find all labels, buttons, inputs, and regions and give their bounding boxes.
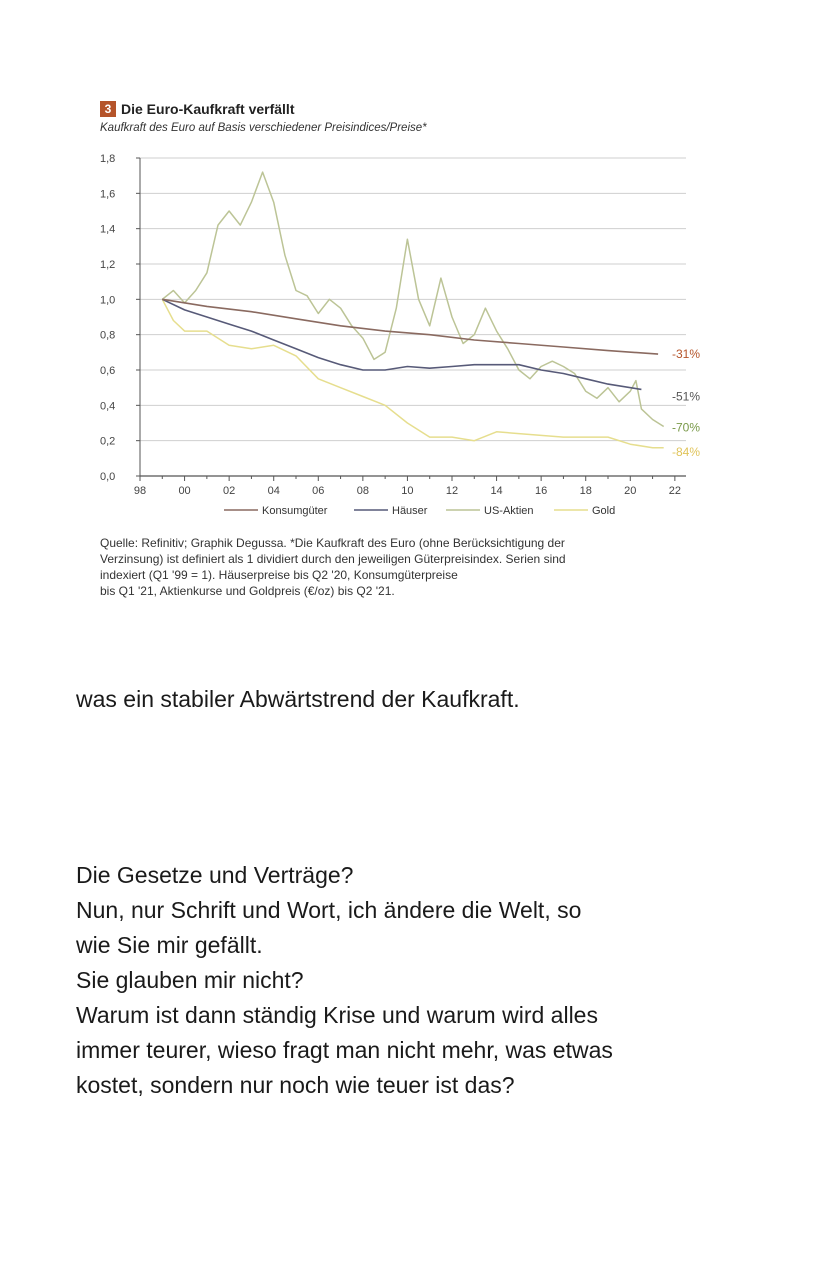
series-line-konsumgüter bbox=[162, 298, 659, 355]
series-line-gold bbox=[161, 298, 664, 449]
series-line-us-aktien bbox=[161, 171, 665, 428]
paragraph-line: wie Sie mir gefällt. bbox=[76, 932, 263, 958]
y-tick-label: 0,2 bbox=[100, 436, 115, 448]
y-tick-label: 1,0 bbox=[100, 294, 115, 306]
x-tick-label: 98 bbox=[134, 485, 146, 497]
y-tick-label: 1,4 bbox=[100, 224, 115, 236]
chart-subtitle: Kaufkraft des Euro auf Basis verschieden… bbox=[100, 122, 427, 134]
paragraph-line: Nun, nur Schrift und Wort, ich ändere di… bbox=[76, 897, 582, 923]
x-tick-label: 14 bbox=[490, 485, 502, 497]
source-line: indexiert (Q1 '99 = 1). Häuserpreise bis… bbox=[100, 568, 458, 582]
paragraph-1: was ein stabiler Abwärtstrend der Kaufkr… bbox=[76, 686, 520, 712]
y-tick-label: 1,2 bbox=[100, 259, 115, 271]
x-tick-label: 18 bbox=[580, 485, 592, 497]
source-line: Verzinsung) ist definiert als 1 dividier… bbox=[100, 552, 566, 566]
series-lines bbox=[161, 171, 665, 449]
x-tick-label: 06 bbox=[312, 485, 324, 497]
legend-label: Häuser bbox=[392, 505, 428, 517]
end-label: -70% bbox=[672, 420, 700, 434]
y-tick-label: 1,8 bbox=[100, 153, 115, 165]
paragraph-2: Die Gesetze und Verträge? Nun, nur Schri… bbox=[76, 858, 776, 1103]
legend-label: Konsumgüter bbox=[262, 505, 328, 517]
y-tick-label: 0,4 bbox=[100, 400, 115, 412]
x-tick-label: 20 bbox=[624, 485, 636, 497]
end-labels: -31% -51% -70% -84% bbox=[672, 347, 700, 459]
x-tick-label: 22 bbox=[669, 485, 681, 497]
x-tick-label: 02 bbox=[223, 485, 235, 497]
source-line: Quelle: Refinitiv; Graphik Degussa. *Die… bbox=[100, 536, 565, 550]
grid bbox=[140, 157, 686, 477]
y-tick-label: 1,6 bbox=[100, 188, 115, 200]
y-tick-label: 0,6 bbox=[100, 365, 115, 377]
end-label: -31% bbox=[672, 347, 700, 361]
chart-number-badge: 3 bbox=[100, 101, 116, 117]
paragraph-line: Die Gesetze und Verträge? bbox=[76, 862, 354, 888]
end-label: -84% bbox=[672, 445, 700, 459]
legend: Konsumgüter Häuser US-Aktien Gold bbox=[224, 505, 615, 517]
x-tick-label: 04 bbox=[268, 485, 280, 497]
legend-label: US-Aktien bbox=[484, 505, 534, 517]
x-tick-label: 10 bbox=[401, 485, 413, 497]
chart-header: 3 Die Euro-Kaufkraft verfällt bbox=[100, 100, 294, 118]
legend-label: Gold bbox=[592, 505, 615, 517]
chart-source-note: Quelle: Refinitiv; Graphik Degussa. *Die… bbox=[100, 535, 730, 599]
series-line-häuser bbox=[161, 298, 642, 391]
y-tick-label: 0,0 bbox=[100, 471, 115, 483]
x-tick-label: 12 bbox=[446, 485, 458, 497]
paragraph-line: Sie glauben mir nicht? bbox=[76, 967, 304, 993]
source-line: bis Q1 '21, Aktienkurse und Goldpreis (€… bbox=[100, 584, 395, 598]
line-chart: 0,0 0,2 0,4 0,6 0,8 1,0 1,2 1,4 1,6 1,8 98 00 02 04 06… bbox=[100, 153, 700, 517]
paragraph-line: Warum ist dann ständig Krise und warum w… bbox=[76, 1002, 598, 1028]
chart-figure: 3 Die Euro-Kaufkraft verfällt Kaufkraft … bbox=[96, 98, 736, 618]
chart-title: Die Euro-Kaufkraft verfällt bbox=[121, 101, 295, 117]
x-tick-label: 08 bbox=[357, 485, 369, 497]
paragraph-line: kostet, sondern nur noch wie teuer ist d… bbox=[76, 1072, 515, 1098]
y-tick-label: 0,8 bbox=[100, 330, 115, 342]
axes: 0,0 0,2 0,4 0,6 0,8 1,0 1,2 1,4 1,6 1,8 98 00 02 04 06… bbox=[100, 153, 686, 497]
x-tick-label: 00 bbox=[178, 485, 190, 497]
x-tick-label: 16 bbox=[535, 485, 547, 497]
end-label: -51% bbox=[672, 390, 700, 404]
paragraph-line: immer teurer, wieso fragt man nicht mehr… bbox=[76, 1037, 613, 1063]
